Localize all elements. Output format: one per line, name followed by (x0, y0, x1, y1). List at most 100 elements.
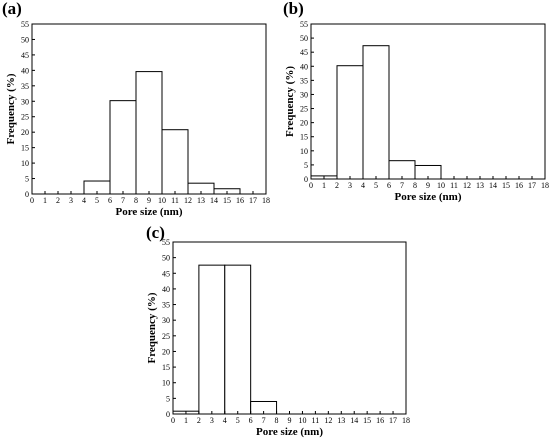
x-tick-label: 8 (134, 196, 138, 205)
x-tick-label: 17 (249, 196, 257, 205)
y-tick-label: 10 (300, 147, 308, 156)
y-tick-label: 25 (300, 105, 308, 114)
x-tick-label: 7 (121, 196, 125, 205)
x-tick-label: 2 (197, 416, 201, 425)
x-tick-label: 12 (324, 416, 332, 425)
x-tick-label: 4 (361, 181, 365, 190)
x-axis-title: Pore size (nm) (256, 426, 323, 438)
y-tick-label: 0 (166, 410, 170, 419)
panel-label: (c) (146, 223, 165, 242)
y-tick-label: 55 (300, 20, 308, 29)
y-tick-label: 5 (166, 394, 170, 403)
y-tick-label: 55 (21, 20, 29, 29)
y-tick-label: 10 (21, 159, 29, 168)
x-tick-label: 12 (184, 196, 192, 205)
y-tick-label: 35 (300, 76, 308, 85)
x-tick-label: 0 (171, 416, 175, 425)
x-tick-label: 17 (528, 181, 536, 190)
x-tick-label: 0 (309, 181, 313, 190)
x-tick-label: 15 (223, 196, 231, 205)
y-tick-label: 50 (162, 254, 170, 263)
x-tick-label: 12 (463, 181, 471, 190)
x-tick-label: 18 (262, 196, 270, 205)
x-axis-title: Pore size (nm) (116, 206, 183, 218)
x-tick-label: 8 (413, 181, 417, 190)
y-tick-label: 20 (21, 128, 29, 137)
x-tick-label: 1 (322, 181, 326, 190)
y-axis-title: Frequency (%) (146, 292, 158, 363)
x-tick-label: 4 (82, 196, 86, 205)
x-tick-label: 18 (541, 181, 549, 190)
x-tick-label: 5 (374, 181, 378, 190)
y-tick-label: 45 (21, 51, 29, 60)
y-tick-label: 30 (21, 97, 29, 106)
x-tick-label: 13 (197, 196, 205, 205)
panel-label: (a) (2, 0, 22, 18)
x-tick-label: 5 (95, 196, 99, 205)
x-tick-label: 3 (210, 416, 214, 425)
x-tick-label: 6 (249, 416, 253, 425)
x-tick-label: 2 (56, 196, 60, 205)
y-tick-label: 15 (162, 363, 170, 372)
x-tick-label: 11 (450, 181, 458, 190)
histogram-bar (224, 264, 252, 415)
x-tick-label: 6 (387, 181, 391, 190)
histogram-bar (362, 45, 390, 180)
y-tick-label: 35 (21, 82, 29, 91)
y-tick-label: 30 (300, 90, 308, 99)
x-tick-label: 10 (437, 181, 445, 190)
histogram-bar (161, 129, 189, 195)
histogram-bar (109, 100, 137, 195)
x-tick-label: 3 (348, 181, 352, 190)
y-tick-label: 35 (162, 301, 170, 310)
y-tick-label: 5 (25, 175, 29, 184)
x-tick-label: 15 (502, 181, 510, 190)
x-tick-label: 7 (400, 181, 404, 190)
y-tick-label: 45 (162, 269, 170, 278)
y-tick-label: 25 (21, 113, 29, 122)
x-tick-label: 1 (184, 416, 188, 425)
x-tick-label: 18 (402, 416, 410, 425)
x-tick-label: 0 (30, 196, 34, 205)
x-tick-label: 13 (337, 416, 345, 425)
x-tick-label: 16 (236, 196, 244, 205)
x-tick-label: 6 (108, 196, 112, 205)
y-tick-label: 50 (300, 34, 308, 43)
y-tick-label: 0 (25, 190, 29, 199)
y-tick-label: 30 (162, 316, 170, 325)
x-tick-label: 4 (223, 416, 227, 425)
y-axis-title: Frequency (%) (284, 66, 296, 137)
y-tick-label: 40 (300, 62, 308, 71)
y-tick-label: 20 (300, 119, 308, 128)
x-tick-label: 11 (312, 416, 320, 425)
x-tick-label: 14 (350, 416, 358, 425)
x-tick-label: 9 (147, 196, 151, 205)
y-tick-label: 40 (162, 285, 170, 294)
y-tick-label: 15 (300, 133, 308, 142)
x-tick-label: 9 (288, 416, 292, 425)
x-tick-label: 16 (515, 181, 523, 190)
x-tick-label: 14 (210, 196, 218, 205)
x-tick-label: 10 (158, 196, 166, 205)
y-tick-label: 15 (21, 144, 29, 153)
x-tick-label: 13 (476, 181, 484, 190)
histogram-bar (336, 65, 364, 180)
y-tick-label: 50 (21, 35, 29, 44)
x-tick-label: 3 (69, 196, 73, 205)
x-tick-label: 9 (426, 181, 430, 190)
x-tick-label: 2 (335, 181, 339, 190)
x-tick-label: 7 (262, 416, 266, 425)
y-axis-title: Frequency (%) (5, 73, 17, 144)
x-tick-label: 14 (489, 181, 497, 190)
y-tick-label: 40 (21, 66, 29, 75)
y-tick-label: 20 (162, 347, 170, 356)
y-tick-label: 10 (162, 379, 170, 388)
y-tick-label: 5 (304, 161, 308, 170)
x-tick-label: 1 (43, 196, 47, 205)
x-tick-label: 11 (171, 196, 179, 205)
x-tick-label: 5 (236, 416, 240, 425)
y-tick-label: 55 (162, 238, 170, 247)
